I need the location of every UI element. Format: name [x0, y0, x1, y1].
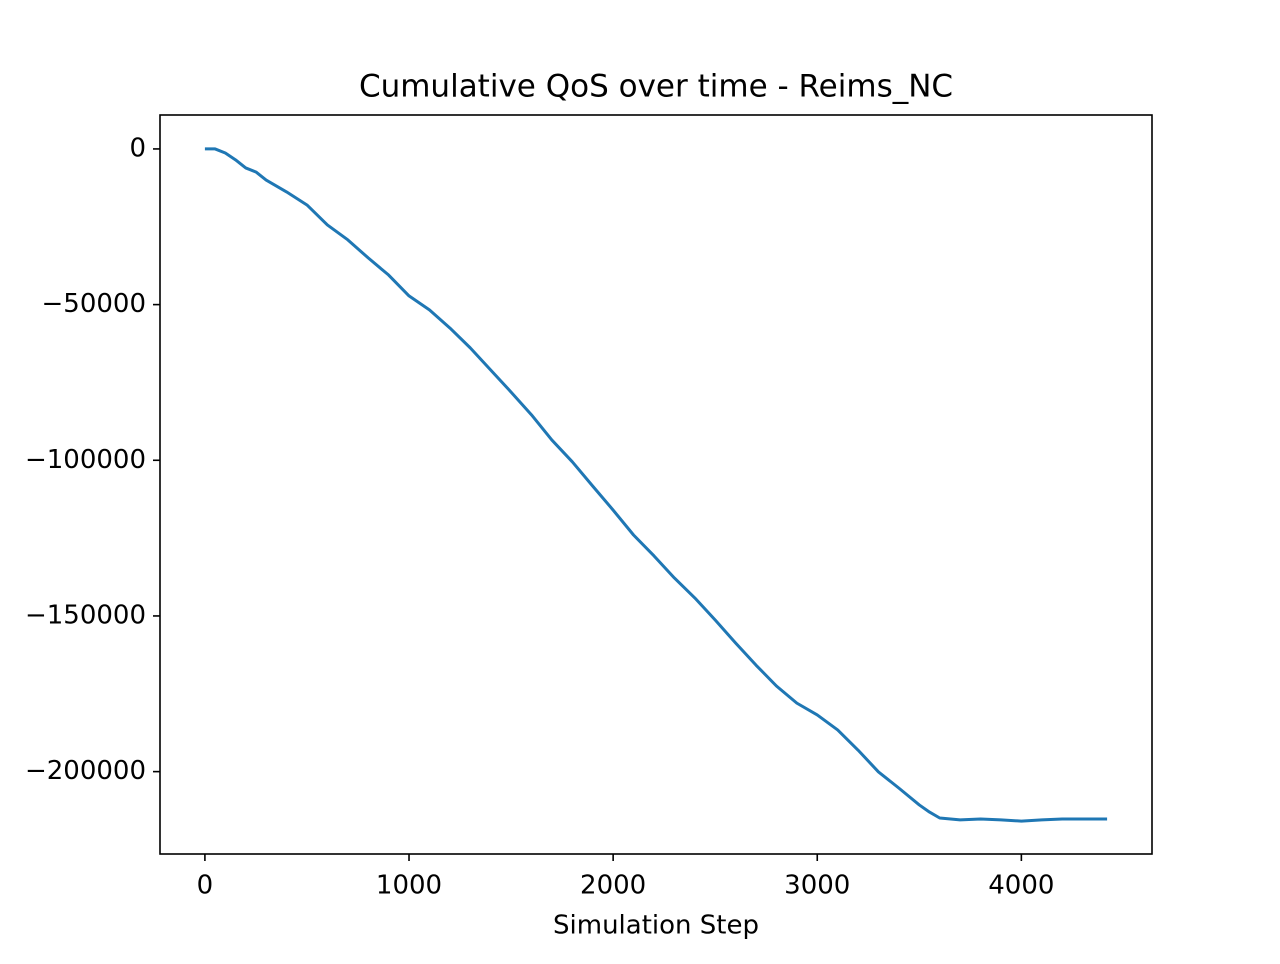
y-tick-label: −100000	[25, 445, 146, 475]
plot-frame	[159, 114, 1153, 855]
line	[204, 147, 1108, 823]
y-tick-label: 0	[129, 133, 146, 163]
chart-title: Cumulative QoS over time - Reims_NC	[359, 69, 953, 105]
x-tick-label: 2000	[580, 871, 646, 901]
x-tick-label: 1000	[376, 871, 442, 901]
x-tick-label: 4000	[988, 871, 1054, 901]
y-tick-label: −50000	[42, 289, 147, 319]
y-tick-label: −150000	[25, 600, 146, 630]
x-axis-label: Simulation Step	[553, 911, 759, 941]
x-tick-label: 0	[197, 871, 214, 901]
x-tick-label: 3000	[784, 871, 850, 901]
y-tick-label: −200000	[25, 756, 146, 786]
